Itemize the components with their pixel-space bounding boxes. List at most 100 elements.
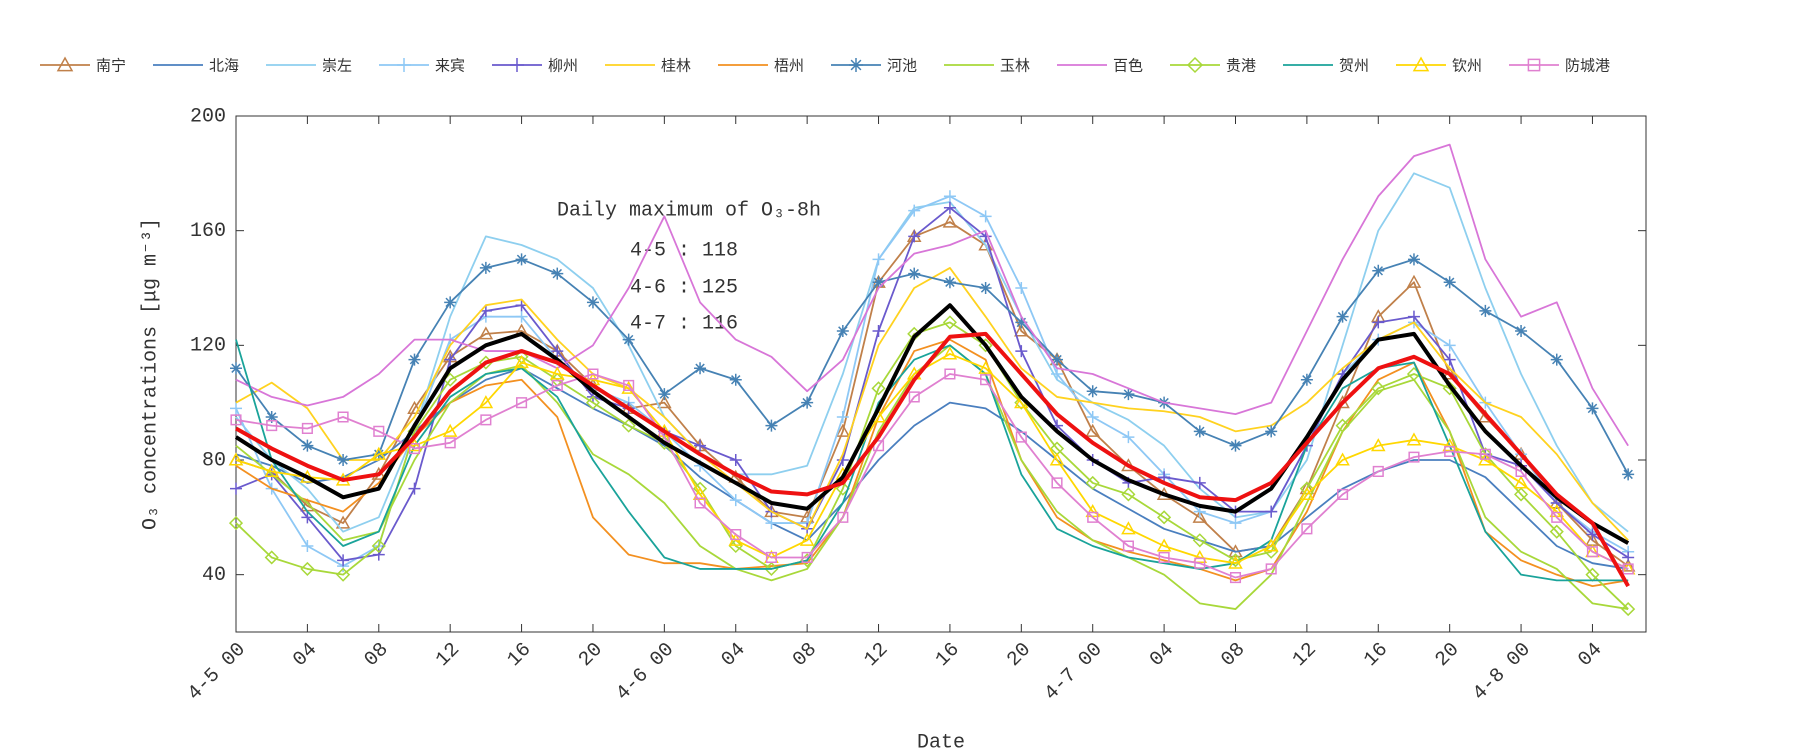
- marker: [1228, 555, 1243, 569]
- marker: [942, 346, 958, 360]
- marker: [230, 482, 242, 495]
- marker: [1015, 431, 1027, 443]
- legend-marker: [849, 58, 863, 72]
- x-tick-label: 04: [289, 638, 322, 671]
- marker: [1335, 452, 1350, 466]
- marker: [1515, 325, 1528, 337]
- marker: [1051, 477, 1063, 489]
- marker: [1406, 432, 1422, 446]
- legend-label: 北海: [209, 57, 239, 75]
- marker: [335, 515, 351, 529]
- marker: [371, 538, 386, 554]
- marker: [872, 440, 885, 452]
- legend-label: 防城港: [1565, 57, 1610, 75]
- marker: [1550, 353, 1563, 366]
- marker: [1622, 468, 1635, 481]
- marker: [266, 420, 278, 432]
- series-line: [235, 258, 1629, 475]
- marker: [729, 494, 742, 507]
- marker: [301, 540, 314, 552]
- series-line: [235, 373, 1629, 579]
- marker: [551, 379, 563, 392]
- x-tick-label: 08: [789, 638, 822, 671]
- marker: [407, 438, 422, 452]
- marker: [265, 411, 278, 423]
- marker: [442, 423, 458, 437]
- legend-label: 南宁: [96, 57, 126, 75]
- marker: [1586, 546, 1599, 558]
- marker: [1051, 368, 1064, 380]
- series-line: [235, 143, 1629, 447]
- x-tick-label: 20: [1003, 638, 1036, 671]
- marker: [515, 253, 528, 266]
- marker: [1192, 533, 1207, 548]
- marker: [586, 296, 599, 309]
- series-line: [235, 338, 1629, 588]
- x-tick-label: 4-7 00: [1040, 638, 1107, 705]
- marker: [1014, 323, 1029, 337]
- marker: [943, 276, 956, 289]
- marker: [1513, 475, 1529, 489]
- x-tick-label: 16: [503, 638, 536, 671]
- y-tick-label: 80: [202, 449, 226, 472]
- marker: [444, 353, 457, 366]
- marker: [230, 362, 242, 375]
- x-tick-label: 20: [574, 638, 607, 671]
- marker: [1015, 316, 1028, 329]
- marker: [837, 511, 849, 523]
- y-tick-label: 120: [190, 335, 226, 358]
- marker: [337, 554, 350, 567]
- marker: [337, 411, 349, 423]
- marker: [1443, 276, 1456, 289]
- marker: [623, 379, 635, 392]
- marker: [337, 454, 350, 466]
- marker: [1194, 557, 1206, 569]
- x-tick-label: 08: [360, 638, 393, 671]
- legend-label: 贺州: [1339, 57, 1369, 75]
- marker: [515, 310, 528, 323]
- marker: [765, 551, 777, 564]
- marker: [1371, 438, 1386, 452]
- x-tick-label: 04: [1574, 638, 1607, 671]
- marker: [1442, 381, 1457, 396]
- marker: [872, 276, 885, 289]
- legend-label: 玉林: [1000, 57, 1030, 75]
- x-tick-label: 04: [1146, 638, 1179, 671]
- marker: [1335, 418, 1350, 433]
- marker: [1407, 253, 1420, 266]
- marker: [516, 397, 528, 409]
- marker: [301, 422, 313, 435]
- marker: [408, 482, 421, 495]
- legend-marker: [397, 58, 411, 72]
- marker: [1551, 511, 1563, 523]
- marker: [908, 391, 920, 403]
- marker: [587, 368, 599, 380]
- legend-marker: [510, 58, 524, 72]
- marker: [1122, 540, 1134, 552]
- marker: [621, 418, 636, 433]
- marker: [1513, 487, 1529, 502]
- marker: [836, 325, 849, 337]
- marker: [1192, 549, 1208, 564]
- marker: [1443, 339, 1456, 352]
- legend-label: 来宾: [435, 57, 465, 75]
- marker: [1586, 402, 1599, 415]
- marker: [1122, 431, 1135, 444]
- marker: [551, 345, 564, 358]
- x-tick-label: 12: [432, 638, 465, 671]
- marker: [1336, 310, 1349, 323]
- marker: [1620, 558, 1636, 572]
- annotation-line: 4-6 : 125: [630, 276, 738, 299]
- legend-label: 桂林: [661, 57, 691, 75]
- marker: [978, 360, 993, 374]
- marker: [1443, 353, 1456, 366]
- series-line: [235, 331, 1630, 588]
- legend-label: 河池: [887, 57, 917, 75]
- marker: [1442, 438, 1457, 452]
- marker: [979, 210, 992, 223]
- marker: [230, 414, 242, 426]
- marker: [1265, 563, 1277, 575]
- marker: [408, 353, 421, 366]
- marker: [694, 439, 707, 452]
